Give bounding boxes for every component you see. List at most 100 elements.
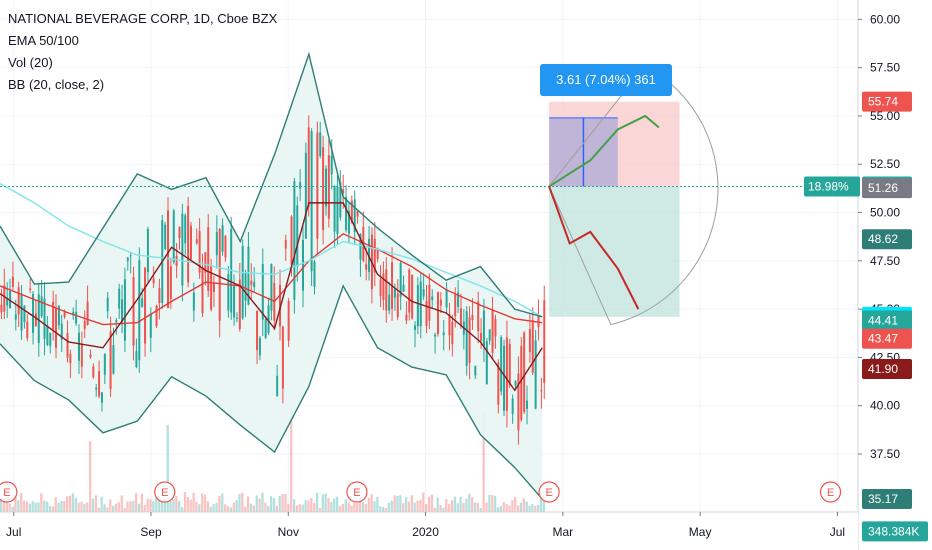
volume-bar xyxy=(516,505,520,512)
volume-bar xyxy=(97,507,100,512)
earnings-marker: E xyxy=(346,481,368,503)
candle-body xyxy=(356,210,359,217)
volume-bar xyxy=(40,493,43,512)
volume-bar xyxy=(298,504,301,512)
earnings-circle xyxy=(819,481,842,503)
candle-body xyxy=(241,245,244,319)
candle-body xyxy=(192,292,195,311)
candle-body xyxy=(149,313,152,338)
stop-zone xyxy=(549,186,680,317)
candle-body xyxy=(233,284,236,318)
volume-bar xyxy=(531,504,534,512)
candle-body xyxy=(152,278,155,284)
time-axis[interactable]: Jul Sep Nov 2020 Mar May Jul xyxy=(0,511,858,550)
volume-bar xyxy=(508,505,511,512)
volume-bar xyxy=(71,493,75,512)
candle-body xyxy=(80,344,83,367)
volume-bar xyxy=(338,506,342,512)
candle-body xyxy=(543,300,546,383)
candle-body xyxy=(198,230,201,273)
candle-body xyxy=(155,305,158,327)
candle-body xyxy=(83,321,86,329)
volume-bar xyxy=(315,492,319,512)
candle-body xyxy=(520,345,523,420)
candle-body xyxy=(132,277,135,346)
price-tag-35.17 xyxy=(862,489,912,510)
volume-bar xyxy=(542,498,546,512)
volume-bar xyxy=(264,502,267,512)
candle-body xyxy=(307,127,310,207)
volume-bar xyxy=(381,506,385,512)
price-axis[interactable]: 60.0057.5055.0052.5050.0047.5045.0042.50… xyxy=(804,0,932,550)
volume-bar xyxy=(359,499,362,512)
earnings-label: E xyxy=(161,487,168,499)
volume-bar xyxy=(20,492,23,512)
candle-body xyxy=(123,279,126,341)
volume-bar xyxy=(232,502,235,512)
volume-bar xyxy=(525,501,528,512)
candle-body xyxy=(471,315,474,320)
projection-arc xyxy=(548,65,719,326)
volume-bar xyxy=(112,505,115,512)
x-tick-label: Jul xyxy=(6,525,21,539)
volume-bar xyxy=(163,496,166,512)
volume-bar xyxy=(537,504,540,512)
candle-body xyxy=(75,311,78,324)
candle-body xyxy=(388,294,391,311)
volume-bar xyxy=(468,493,471,512)
price-tag-text: 44.41 xyxy=(868,314,898,328)
volume-bar xyxy=(224,504,227,512)
candle-body xyxy=(100,392,103,403)
volume-bar xyxy=(255,495,258,512)
candle-body xyxy=(373,238,376,273)
earnings-marker: E xyxy=(154,481,176,503)
candle-body xyxy=(167,210,170,309)
volume-bar xyxy=(399,495,402,512)
earnings-label: E xyxy=(353,487,360,499)
earnings-marker: E xyxy=(819,481,842,503)
volume-bar xyxy=(2,500,6,512)
bollinger-indicator-label[interactable]: BB (20, close, 2) xyxy=(8,77,105,92)
candle-body xyxy=(138,260,141,361)
ema-indicator-label[interactable]: EMA 50/100 xyxy=(8,33,79,48)
candle-body xyxy=(172,210,175,263)
volume-bar xyxy=(22,500,26,512)
candle-body xyxy=(72,311,75,316)
candle-body xyxy=(224,235,227,258)
projection-lines xyxy=(548,114,660,310)
trade-zones xyxy=(548,65,719,326)
candle-body xyxy=(69,353,72,364)
line-bb-upper xyxy=(0,51,543,318)
volume-bar xyxy=(198,504,201,512)
volume-bar xyxy=(384,507,388,512)
volume-bar xyxy=(471,497,474,512)
candle-body xyxy=(540,390,543,392)
candle-body xyxy=(422,289,425,297)
volume-bar xyxy=(479,507,482,512)
volume-bar xyxy=(281,494,284,512)
volume-bar xyxy=(465,498,468,512)
volume-bar xyxy=(318,507,322,512)
volume-bar xyxy=(341,503,345,512)
volume-bar xyxy=(488,494,491,512)
candle-body xyxy=(428,284,431,321)
volume-bar xyxy=(48,505,52,512)
candle-body xyxy=(299,182,302,189)
volume-bar xyxy=(499,506,503,512)
y-tick-label: 40.00 xyxy=(870,399,900,413)
volume-indicator-label[interactable]: Vol (20) xyxy=(8,55,53,70)
candle-body xyxy=(158,287,161,304)
candle-body xyxy=(485,341,488,385)
x-tick-label: May xyxy=(689,525,712,539)
volume-bar xyxy=(66,496,69,512)
candle-body xyxy=(146,229,149,273)
candle-body xyxy=(468,317,471,363)
candle-body xyxy=(89,354,92,358)
candle-body xyxy=(184,215,187,244)
line-ema-100 xyxy=(0,182,543,318)
candle-body xyxy=(330,155,333,175)
candle-body xyxy=(195,239,198,244)
volume-bar xyxy=(413,502,416,512)
candle-body xyxy=(92,366,95,378)
